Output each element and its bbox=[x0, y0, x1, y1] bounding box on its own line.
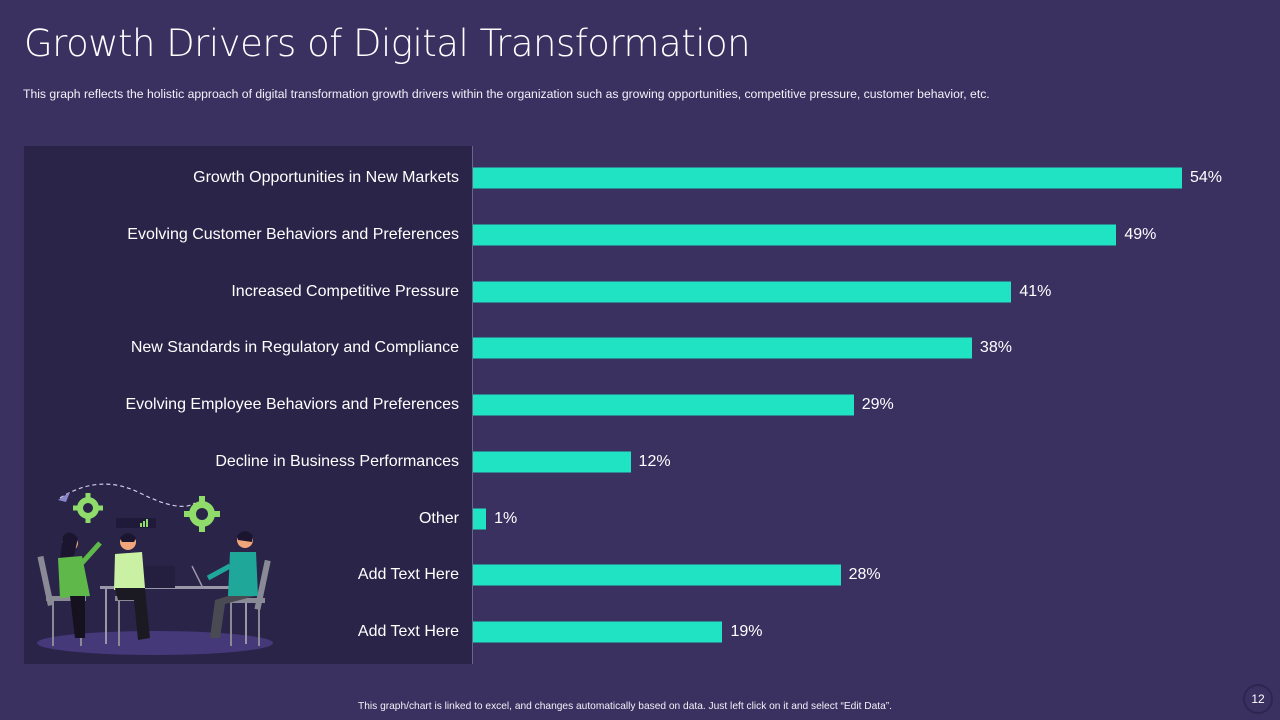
data-label: 49% bbox=[1124, 225, 1157, 243]
data-label: 19% bbox=[730, 623, 763, 640]
category-label: Add Text Here bbox=[357, 566, 459, 584]
bar[interactable] bbox=[473, 281, 1012, 302]
team-meeting-illustration bbox=[37, 483, 273, 655]
data-label: 1% bbox=[494, 509, 518, 527]
bar[interactable] bbox=[473, 451, 631, 473]
gear-icon bbox=[73, 493, 103, 523]
chart-badge-icon bbox=[116, 518, 156, 528]
category-axis-line bbox=[472, 146, 473, 664]
floor-shadow bbox=[37, 631, 273, 655]
bar[interactable] bbox=[473, 564, 841, 586]
data-label: 28% bbox=[848, 566, 881, 584]
bar[interactable] bbox=[473, 394, 854, 416]
data-label: 41% bbox=[1019, 282, 1052, 300]
category-label: Growth Opportunities in New Markets bbox=[193, 169, 459, 186]
data-label: 12% bbox=[638, 452, 671, 470]
data-label: 54% bbox=[1190, 169, 1223, 186]
dashed-arc bbox=[59, 483, 196, 507]
category-label: Increased Competitive Pressure bbox=[231, 282, 459, 300]
bar[interactable] bbox=[473, 621, 723, 643]
data-label: 38% bbox=[979, 339, 1012, 357]
category-label: Evolving Customer Behaviors and Preferen… bbox=[127, 225, 459, 243]
laptop bbox=[140, 566, 175, 588]
category-label: Decline in Business Performances bbox=[215, 452, 459, 470]
bar[interactable] bbox=[473, 337, 972, 359]
gear-icon bbox=[184, 496, 220, 532]
bar[interactable] bbox=[473, 224, 1117, 246]
category-label: Evolving Employee Behaviors and Preferen… bbox=[125, 396, 459, 413]
page-subtitle: This graph reflects the holistic approac… bbox=[23, 87, 990, 101]
category-label: New Standards in Regulatory and Complian… bbox=[130, 339, 459, 357]
bar[interactable] bbox=[473, 167, 1182, 189]
category-label: Add Text Here bbox=[357, 623, 459, 640]
bar[interactable] bbox=[473, 508, 487, 529]
page-title: Growth Drivers of Digital Transformation bbox=[24, 22, 751, 65]
data-label: 29% bbox=[861, 396, 894, 413]
page-number: 12 bbox=[1243, 684, 1273, 714]
footer-note: This graph/chart is linked to excel, and… bbox=[358, 701, 892, 712]
arrow-icon bbox=[58, 492, 70, 502]
category-label: Other bbox=[418, 509, 459, 527]
